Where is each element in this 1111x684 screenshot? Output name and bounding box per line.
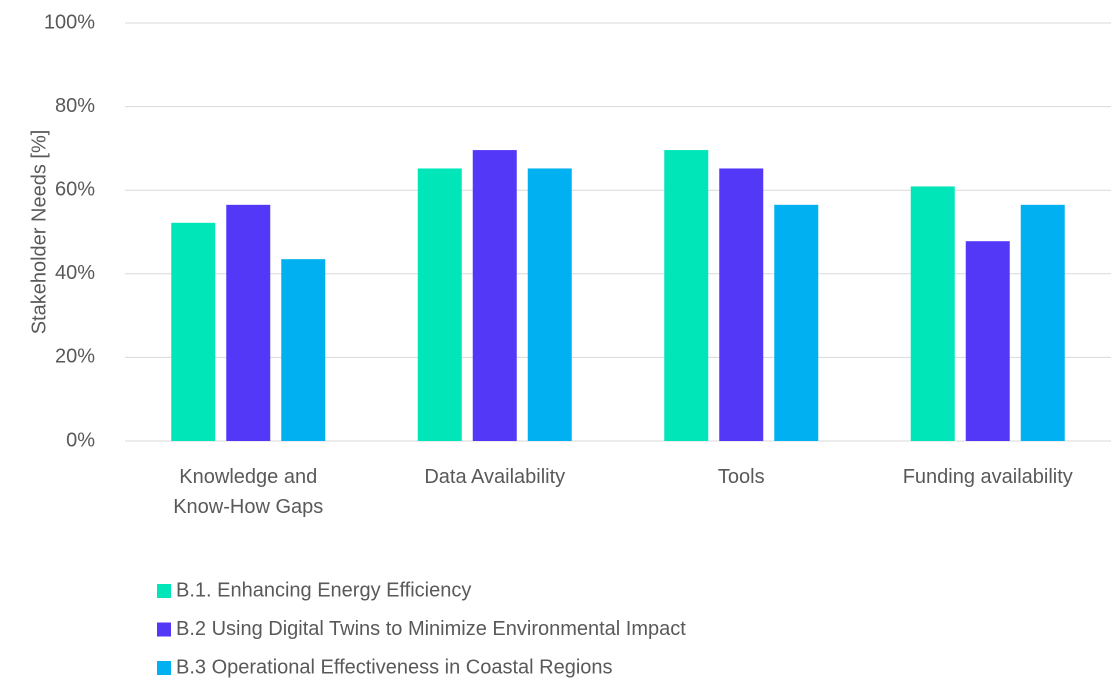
bar [527, 168, 572, 442]
bar [910, 186, 955, 441]
x-tick-label: Funding availability [902, 466, 1073, 488]
bar [965, 241, 1010, 441]
y-tick-label: 40% [55, 262, 95, 284]
y-tick-label: 0% [66, 429, 95, 451]
bar [417, 168, 462, 442]
bar [171, 222, 216, 441]
y-tick-label: 100% [44, 11, 95, 33]
x-tick-label: Tools [717, 466, 765, 488]
y-tick-label: 80% [55, 95, 95, 117]
x-tick-label: Data Availability [424, 466, 566, 488]
legend-label: B.2 Using Digital Twins to Minimize Envi… [176, 618, 686, 640]
bar [664, 150, 709, 441]
bar [281, 259, 326, 441]
legend-swatch [157, 661, 171, 675]
bar [472, 150, 517, 441]
bar [719, 168, 764, 442]
legend-label: B.1. Enhancing Energy Efficiency [176, 579, 471, 601]
legend-swatch [157, 622, 171, 637]
legend-swatch [157, 584, 171, 598]
legend-label: B.3 Operational Effectiveness in Coastal… [176, 656, 613, 678]
y-tick-label: 60% [55, 178, 95, 200]
bar [226, 204, 271, 441]
bar [1020, 204, 1065, 441]
x-tick-label: Knowledge and Know-How Gaps [173, 466, 324, 518]
y-tick-label: 20% [55, 346, 95, 368]
y-axis-title: Stakeholder Needs [%] [28, 130, 50, 335]
bar [774, 204, 819, 441]
